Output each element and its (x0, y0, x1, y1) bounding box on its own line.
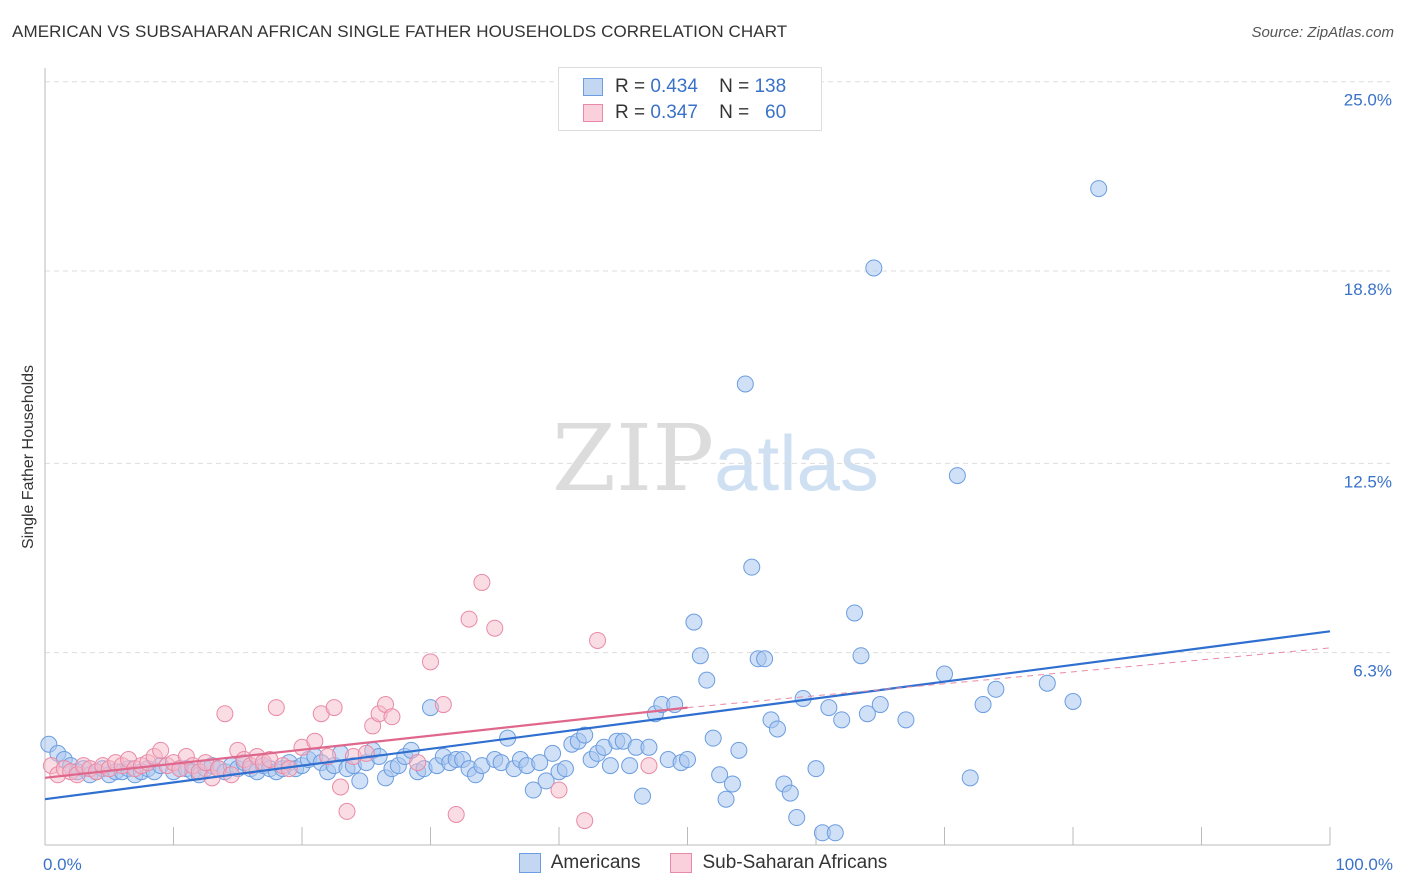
series-legend: Americans Sub-Saharan Africans (0, 852, 1406, 874)
subsaharan-point (338, 802, 356, 820)
subsaharan-point (486, 619, 504, 637)
american-point (826, 824, 844, 842)
subsaharan-point (216, 705, 234, 723)
subsaharan-trend-line (44, 706, 688, 779)
american-point (897, 711, 915, 729)
americans-swatch (583, 78, 603, 96)
american-point (781, 784, 799, 802)
subsaharan-point (319, 747, 337, 765)
r-value: 0.434 (650, 76, 698, 97)
subsaharan-point (460, 610, 478, 628)
subsaharan-point (152, 741, 170, 759)
american-point (846, 604, 864, 622)
american-point (351, 772, 369, 790)
american-point (621, 757, 639, 775)
american-point (730, 741, 748, 759)
subsaharan-swatch (583, 104, 603, 122)
american-point (704, 729, 722, 747)
r-value: 0.347 (650, 102, 698, 123)
american-point (788, 809, 806, 827)
american-point (544, 744, 562, 762)
american-point (948, 467, 966, 485)
r-label: R = (615, 76, 646, 97)
american-point (723, 775, 741, 793)
legend-item-subsaharan: Sub-Saharan Africans (670, 852, 887, 874)
x-tick-label: 100.0% (1335, 855, 1393, 874)
y-tick-label: 12.5% (1344, 472, 1392, 491)
source-label: Source: ZipAtlas.com (1251, 24, 1394, 41)
american-point (865, 259, 883, 277)
n-value: 60 (765, 102, 787, 123)
american-point (736, 375, 754, 393)
american-point (852, 647, 870, 665)
r-label: R = (615, 102, 646, 123)
legend-label: Sub-Saharan Africans (702, 852, 888, 873)
american-point (858, 705, 876, 723)
subsaharan-point (409, 754, 427, 772)
subsaharan-point (576, 812, 594, 830)
n-value: 138 (754, 76, 787, 97)
american-point (679, 751, 696, 769)
american-point (768, 720, 786, 738)
subsaharan-point (589, 631, 607, 649)
american-point (524, 781, 542, 799)
american-point (634, 787, 652, 805)
subsaharan-point (434, 696, 452, 714)
american-point (936, 665, 953, 683)
american-point (711, 766, 729, 784)
n-label: N = (719, 102, 750, 123)
american-point (717, 790, 735, 808)
american-point (1038, 674, 1056, 692)
watermark: ZIPatlas (552, 405, 879, 512)
american-point (743, 558, 761, 576)
subsaharan-point (422, 653, 439, 671)
subsaharan-point (550, 781, 568, 799)
legend-row-subsaharan: R = 0.347 N = 60 (583, 101, 786, 125)
american-point (833, 711, 851, 729)
american-point (640, 738, 658, 756)
american-point (576, 726, 594, 744)
legend-label: Americans (550, 852, 641, 873)
subsaharan-point (447, 805, 465, 823)
legend-item-americans: Americans (518, 852, 641, 874)
americans-swatch (518, 853, 541, 873)
american-point (807, 760, 825, 778)
watermark-zip: ZIP (552, 405, 715, 512)
american-trend-line (44, 630, 1331, 801)
y-tick-label: 18.8% (1344, 280, 1392, 299)
american-point (537, 772, 555, 790)
american-point (820, 699, 838, 717)
american-point (1090, 180, 1108, 198)
subsaharan-point (332, 778, 350, 796)
american-point (1064, 693, 1082, 711)
american-point (556, 760, 574, 778)
y-tick-label: 6.3% (1353, 662, 1392, 681)
american-point (756, 650, 774, 668)
american-point (987, 680, 1005, 698)
subsaharan-point (473, 573, 491, 591)
x-tick-label: 0.0% (43, 855, 82, 874)
subsaharan-swatch (670, 853, 693, 873)
legend-row-americans: R = 0.434 N = 138 (583, 75, 786, 99)
american-point (961, 769, 979, 787)
american-point (691, 647, 709, 665)
subsaharan-trend-extension (687, 647, 1331, 709)
american-point (974, 696, 992, 714)
n-label: N = (719, 76, 750, 97)
american-point (531, 754, 549, 772)
subsaharan-point (267, 699, 285, 717)
y-tick-label: 25.0% (1344, 91, 1392, 110)
american-point (685, 613, 703, 631)
subsaharan-point (325, 699, 343, 717)
chart-title: AMERICAN VS SUBSAHARAN AFRICAN SINGLE FA… (12, 22, 788, 41)
american-point (698, 671, 716, 689)
subsaharan-point (383, 708, 401, 726)
correlation-legend: R = 0.434 N = 138 R = 0.347 N = 60 (558, 67, 822, 131)
subsaharan-point (640, 757, 658, 775)
american-point (871, 696, 889, 714)
american-point (601, 757, 619, 775)
